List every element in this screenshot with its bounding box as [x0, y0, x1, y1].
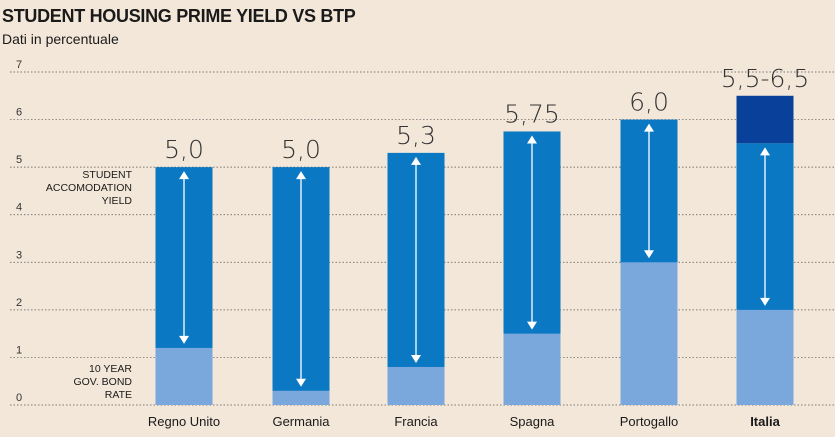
value-label: 5,3	[396, 121, 436, 150]
bond-bar	[503, 333, 561, 405]
y-tick-label: 3	[16, 249, 22, 261]
bond-annotation-line: RATE	[105, 389, 132, 401]
arrow-head	[411, 156, 421, 165]
arrow-head	[527, 321, 537, 330]
bond-annotation-line: 10 YEAR	[89, 363, 132, 375]
bond-bar	[736, 309, 794, 405]
bond-bar	[387, 366, 445, 405]
chart-title: STUDENT HOUSING PRIME YIELD VS BTP	[2, 6, 356, 26]
yield-annotation-line: STUDENT	[82, 169, 132, 181]
category-label: Regno Unito	[148, 414, 220, 429]
arrow-head	[179, 335, 189, 344]
arrow-head	[296, 378, 306, 387]
value-label: 6,0	[629, 88, 669, 117]
arrow-head	[296, 171, 306, 180]
arrow-head	[411, 354, 421, 363]
arrow-head	[644, 123, 654, 132]
arrow-head	[179, 171, 189, 180]
category-label: Portogallo	[620, 414, 679, 429]
y-tick-label: 4	[16, 202, 22, 214]
y-tick-label: 6	[16, 107, 22, 119]
value-label: 5,75	[504, 99, 560, 128]
yield-annotation-line: ACCOMODATION	[46, 182, 132, 194]
value-label: 5,5-6,5	[721, 64, 810, 93]
category-label: Spagna	[510, 414, 556, 429]
y-tick-label: 0	[16, 392, 22, 404]
y-tick-label: 7	[16, 59, 22, 71]
y-tick-label: 1	[16, 344, 22, 356]
yield-annotation-line: YIELD	[102, 195, 133, 207]
category-label: Italia	[750, 414, 780, 429]
arrow-head	[760, 147, 770, 156]
arrow-head	[644, 250, 654, 259]
yield-range-bar	[736, 95, 794, 144]
arrow-head	[760, 297, 770, 306]
bond-bar	[155, 347, 213, 405]
bond-annotation-line: GOV. BOND	[73, 376, 132, 388]
value-label: 5,0	[164, 135, 204, 164]
bond-bar	[620, 262, 678, 405]
y-tick-label: 5	[16, 154, 22, 166]
category-label: Germania	[272, 414, 330, 429]
chart-subtitle: Dati in percentuale	[2, 31, 119, 47]
value-label: 5,0	[281, 135, 321, 164]
category-label: Francia	[394, 414, 438, 429]
y-tick-label: 2	[16, 297, 22, 309]
bond-bar	[272, 390, 330, 405]
arrow-head	[527, 135, 537, 144]
